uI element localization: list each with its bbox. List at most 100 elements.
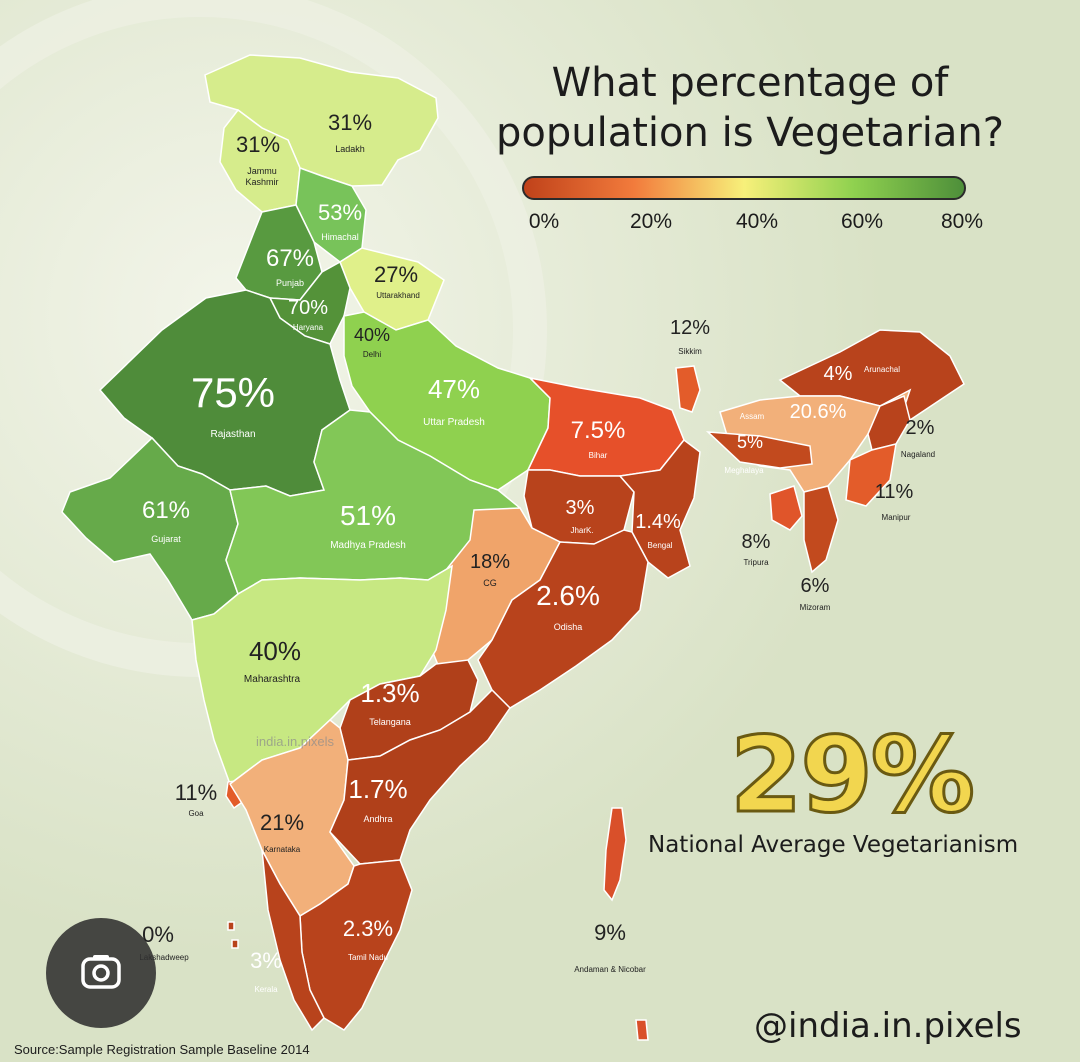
region-meghalaya xyxy=(705,431,813,469)
region-value-mizoram: 6% xyxy=(801,575,830,597)
region-name-tamilnadu: Tamil Nadu xyxy=(348,953,388,962)
region-value-himachal: 53% xyxy=(318,200,362,225)
region-name-bengal: Bengal xyxy=(648,541,673,550)
legend-gradient-bar xyxy=(522,176,966,200)
region-name-mp: Madhya Pradesh xyxy=(330,540,406,551)
national-average-value: 29% xyxy=(729,714,977,837)
region-value-maharashtra: 40% xyxy=(249,636,301,666)
region-value-odisha: 2.6% xyxy=(536,580,600,611)
region-value-up: 47% xyxy=(428,374,480,404)
region-value-telangana: 1.3% xyxy=(360,678,419,708)
region-name-telangana: Telangana xyxy=(369,717,411,727)
legend-tick: 40% xyxy=(735,210,779,233)
region-name-arunachal: Arunachal xyxy=(864,365,900,374)
region-name-karnataka: Karnataka xyxy=(264,845,301,854)
lens-button[interactable] xyxy=(46,918,156,1028)
chart-title: What percentage of population is Vegetar… xyxy=(470,58,1030,158)
region-value-delhi: 40% xyxy=(354,325,390,345)
social-handle: @india.in.pixels xyxy=(754,1006,1022,1046)
region-value-ladakh: 31% xyxy=(328,110,372,135)
region-name-rajasthan: Rajasthan xyxy=(210,429,255,440)
region-bengal xyxy=(618,438,701,579)
region-mizoram xyxy=(803,485,839,574)
title-line-1: What percentage of xyxy=(551,60,949,106)
source-note: Source:Sample Registration Sample Baseli… xyxy=(14,1042,310,1057)
region-name-nagaland: Nagaland xyxy=(901,450,935,459)
region-odisha xyxy=(477,529,649,709)
region-value-arunachal: 4% xyxy=(824,363,853,385)
region-value-tamilnadu: 2.3% xyxy=(343,916,393,941)
region-name-lakshadweep: Lakshadweep xyxy=(139,953,189,962)
region-manipur xyxy=(845,442,897,507)
region-name-andhra: Andhra xyxy=(363,814,392,824)
region-name-mizoram: Mizoram xyxy=(800,603,831,612)
region-tripura xyxy=(769,485,803,531)
region-name-delhi: Delhi xyxy=(363,350,381,359)
region-name-kerala: Kerala xyxy=(254,985,278,994)
region-value-uttarakhand: 27% xyxy=(374,262,418,287)
region-name-maharashtra: Maharashtra xyxy=(244,674,301,685)
region-andhra xyxy=(329,688,511,865)
legend-tick: 60% xyxy=(840,210,884,233)
region-value-meghalaya: 5% xyxy=(737,432,763,452)
regions-layer xyxy=(61,54,965,1041)
region-value-cg: 18% xyxy=(470,551,510,573)
region-name-tripura: Tripura xyxy=(743,558,769,567)
region-value-jk: 31% xyxy=(236,132,280,157)
region-name-up: Uttar Pradesh xyxy=(423,417,485,428)
region-value-tripura: 8% xyxy=(742,531,771,553)
region-value-punjab: 67% xyxy=(266,245,314,272)
region-sikkim xyxy=(675,365,701,413)
region-maharashtra xyxy=(191,564,453,786)
region-name-andaman: Andaman & Nicobar xyxy=(574,965,646,974)
region-name-assam: Assam xyxy=(740,412,765,421)
region-name-meghalaya: Meghalaya xyxy=(724,466,764,475)
region-name-uttarakhand: Uttarakhand xyxy=(376,291,420,300)
region-kerala xyxy=(261,849,325,1032)
region-value-haryana: 70% xyxy=(288,297,328,319)
region-himachal xyxy=(295,166,367,263)
region-lakshadweep xyxy=(227,921,239,949)
region-name-jk: Jammu Kashmir xyxy=(245,166,278,187)
region-name-ladakh: Ladakh xyxy=(335,144,365,154)
google-lens-icon xyxy=(81,955,121,989)
watermark: india.in.pixels xyxy=(256,734,335,749)
region-name-himachal: Himachal xyxy=(321,232,359,242)
region-value-manipur: 11% xyxy=(875,481,914,503)
national-average-caption: National Average Vegetarianism xyxy=(648,832,1019,858)
legend-ticks: 0% 20% 40% 60% 80% xyxy=(0,210,1080,240)
region-name-gujarat: Gujarat xyxy=(151,534,181,544)
region-name-punjab: Punjab xyxy=(276,278,304,288)
region-value-goa: 11% xyxy=(175,780,217,805)
legend-tick: 80% xyxy=(940,210,984,233)
region-name-goa: Goa xyxy=(188,809,204,818)
region-uttarakhand xyxy=(339,247,445,331)
legend-tick: 0% xyxy=(528,210,560,233)
region-value-gujarat: 61% xyxy=(142,497,190,524)
region-value-rajasthan: 75% xyxy=(191,369,275,416)
region-name-jharkhand: JharK. xyxy=(570,526,593,535)
region-name-odisha: Odisha xyxy=(554,622,583,632)
title-line-2: population is Vegetarian? xyxy=(496,110,1004,156)
legend-tick: 20% xyxy=(629,210,673,233)
region-value-bengal: 1.4% xyxy=(635,511,681,533)
region-name-cg: CG xyxy=(483,578,497,588)
region-value-jharkhand: 3% xyxy=(566,497,595,519)
region-value-mp: 51% xyxy=(340,500,396,531)
region-name-manipur: Manipur xyxy=(882,513,911,522)
region-value-kerala: 3% xyxy=(250,948,282,973)
region-name-haryana: Haryana xyxy=(293,323,324,332)
region-value-karnataka: 21% xyxy=(260,810,304,835)
region-value-sikkim: 12% xyxy=(670,317,710,339)
labels-layer: 31% Ladakh 31% Jammu Kashmir 53% Himachal 67% Pu… xyxy=(139,110,935,994)
region-value-bihar: 7.5% xyxy=(571,417,626,444)
region-name-bihar: Bihar xyxy=(589,451,608,460)
region-andaman xyxy=(603,807,649,1041)
region-value-andhra: 1.7% xyxy=(348,774,407,804)
region-value-nagaland: 2% xyxy=(906,417,935,439)
region-name-sikkim: Sikkim xyxy=(678,347,702,356)
region-value-assam: 20.6% xyxy=(790,401,847,423)
region-value-andaman: 9% xyxy=(594,920,626,945)
